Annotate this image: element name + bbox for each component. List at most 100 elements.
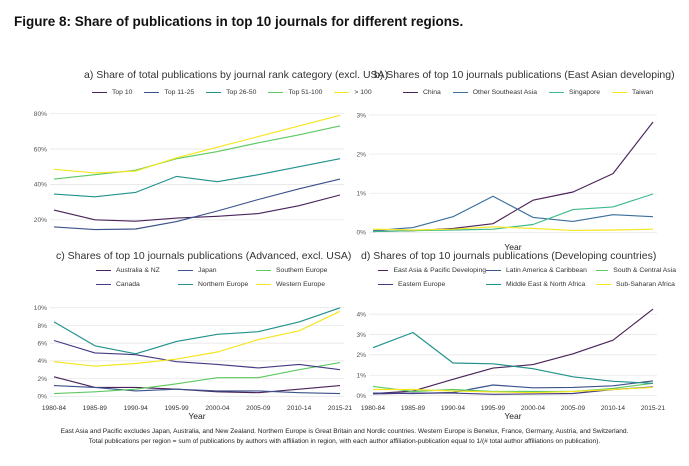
y-tick-label: 3% [356,112,366,119]
legend-item: Latin America & Caribbean [486,267,596,274]
x-tick-label: 2000-04 [521,405,546,412]
legend-swatch [596,270,609,271]
legend-item: China [403,89,441,96]
legend-item: Top 11-25 [144,89,194,96]
legend-item: Australia & NZ [96,267,178,274]
panel-b-title: b) Shares of top 10 journals publication… [374,69,675,81]
legend-item: Northern Europe [178,281,256,288]
legend-swatch [486,284,501,285]
legend-label: Singapore [569,89,600,96]
legend-swatch [486,270,501,271]
legend-swatch [378,284,393,285]
y-tick-label: 4% [37,358,47,365]
x-tick-label: 2005-09 [246,405,271,412]
x-tick-label: 1980-84 [361,405,386,412]
legend-item: Southern Europe [256,267,336,274]
y-tick-label: 8% [37,323,47,330]
legend-label: > 100 [354,89,372,96]
legend-swatch [612,92,627,93]
x-tick-label: 1995-99 [164,405,189,412]
panel-c-title: c) Shares of top 10 journals publication… [56,250,352,262]
legend-label: Middle East & North Africa [506,281,586,288]
series-line-south-central-asia [372,382,654,393]
legend-item: Canada [96,281,178,288]
legend-item: Other Southeast Asia [452,89,537,96]
series-line-sub-saharan-africa [373,386,654,394]
panel-c-chart: 0% 2% 4% 6% 8% 10% 1980-84 1985-89 1990-94 1995-9… [34,305,353,421]
legend-label: Latin America & Caribbean [506,267,587,274]
footnote-line-1: East Asia and Pacific excludes Japan, Au… [60,428,629,435]
legend-label: Sub-Saharan Africa [616,281,675,288]
legend-label: Taiwan [632,89,654,96]
x-tick-label: 2015-21 [328,405,353,412]
y-tick-label: 4% [356,311,366,318]
x-tick-label: 2010-14 [601,405,626,412]
x-tick-label: 2010-14 [287,405,312,412]
legend-label: Top 26-50 [226,89,257,96]
y-tick-label: 3% [356,332,366,339]
series-line-taiwan [372,226,654,231]
figure-title: Figure 8: Share of publications in top 1… [14,14,464,29]
y-tick-label: 0% [356,393,366,400]
legend-item: Top 51-100 [268,89,322,96]
legend-label: East Asia & Pacific Developing [393,267,486,274]
legend-swatch [92,92,107,93]
legend-swatch [378,270,389,271]
legend-item: East Asia & Pacific Developing [378,267,486,274]
legend-item: Eastern Europe [378,281,486,288]
y-tick-label: 6% [37,340,47,347]
legend-item: Top 26-50 [206,89,256,96]
series-line-middle-east-north-africa [372,331,654,384]
y-tick-label: 80% [34,111,47,118]
x-axis-label: Year [504,411,521,421]
series-line-top-10 [53,194,341,222]
legend-item: Taiwan [612,89,653,96]
series-line-northern-europe [53,307,341,355]
y-tick-label: 2% [356,151,366,158]
series-line-100 [53,114,341,174]
legend-item: Middle East & North Africa [486,281,596,288]
series-line-singapore [372,193,654,233]
legend-label: South & Central Asia [613,267,676,274]
x-tick-label: 1980-84 [42,405,67,412]
series-line-top-11-25 [53,178,341,231]
x-tick-label: 1985-89 [401,405,426,412]
y-tick-label: 1% [356,373,366,380]
series-line-southern-europe [53,362,341,395]
y-tick-label: 1% [356,190,366,197]
legend-label: Top 11-25 [164,89,195,96]
legend-label: Southern Europe [276,267,328,274]
panel-b-legend: China Other Southeast Asia Singapore Taiwan [403,89,653,96]
panel-d-title: d) Shares of top 10 journals publication… [361,250,657,262]
series-line-japan [53,385,341,395]
legend-label: Top 10 [112,89,133,96]
legend-swatch [178,284,193,285]
x-tick-label: 2005-09 [561,405,586,412]
legend-label: Canada [116,281,140,288]
x-tick-label: 2015-21 [641,405,666,412]
legend-label: Eastern Europe [398,281,446,288]
legend-swatch [596,284,611,285]
x-tick-label: 1990-94 [441,405,466,412]
legend-swatch [256,270,271,271]
legend-label: Australia & NZ [116,267,160,274]
series-line-western-europe [53,310,341,367]
y-tick-label: 0% [37,394,47,401]
y-tick-label: 2% [37,376,47,383]
x-tick-label: 1995-99 [481,405,506,412]
series-line-canada [53,339,341,371]
legend-item: Singapore [549,89,600,96]
legend-swatch [178,270,193,271]
y-tick-label: 40% [34,182,47,189]
legend-swatch [452,92,468,93]
legend-label: Japan [198,267,217,274]
x-tick-label: 1990-94 [124,405,149,412]
x-axis-label: Year [504,242,521,252]
legend-item: South & Central Asia [596,267,676,274]
legend-item: > 100 [334,89,372,96]
legend-item: Top 10 [92,89,132,96]
legend-swatch [256,284,271,285]
y-tick-label: 0% [356,230,366,237]
panel-d-legend: East Asia & Pacific Developing Latin Amer… [378,267,676,288]
legend-item: Japan [178,267,256,274]
